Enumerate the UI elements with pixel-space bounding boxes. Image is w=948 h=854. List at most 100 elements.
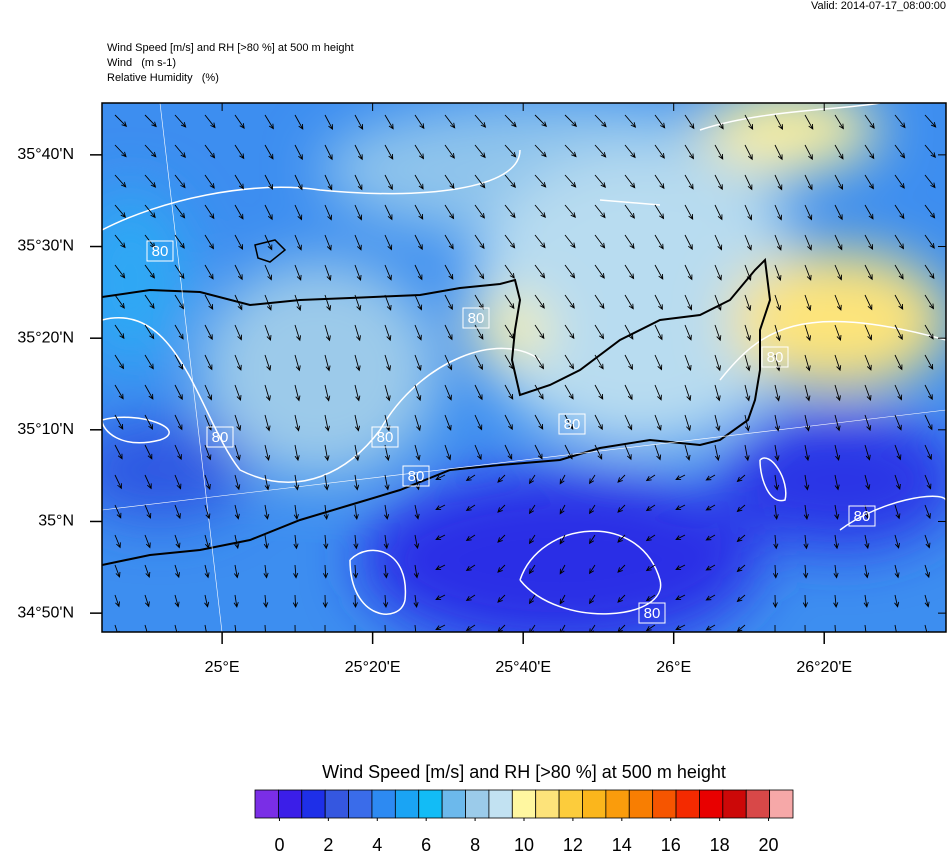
- wind-arrow: [864, 174, 874, 190]
- wind-arrow: [114, 414, 124, 430]
- wind-arrow: [624, 114, 637, 128]
- wind-arrow: [444, 384, 452, 401]
- wind-arrow: [894, 444, 902, 461]
- wind-arrow: [174, 174, 186, 189]
- contour-label-box: [402, 465, 430, 487]
- colorbar-box: [699, 789, 724, 819]
- wind-arrow: [444, 174, 455, 190]
- wind-arrow: [833, 624, 839, 632]
- lat-tick-label: 35°40'N: [17, 146, 74, 163]
- wind-arrow: [444, 444, 452, 461]
- wind-arrow: [774, 114, 784, 131]
- contour-label: 80: [152, 243, 169, 260]
- wind-arrow: [354, 414, 361, 432]
- wind-arrow: [444, 234, 454, 250]
- wind-arrow: [144, 144, 157, 158]
- wind-arrow: [744, 354, 751, 372]
- wind-arrow: [705, 474, 716, 481]
- wind-arrow: [294, 474, 300, 491]
- colorbar-box: [769, 789, 794, 819]
- wind-arrow: [645, 504, 656, 512]
- colorbar-tick-label: 0: [274, 835, 284, 854]
- wind-arrow: [744, 204, 753, 221]
- wind-arrow: [204, 294, 214, 310]
- wind-arrow: [559, 504, 566, 515]
- wind-arrow: [714, 174, 723, 191]
- colorbar-box: [348, 789, 373, 819]
- wind-arrow: [354, 264, 362, 281]
- lon-tick-label: 26°E: [656, 659, 691, 676]
- wind-arrow: [504, 384, 514, 400]
- wind-arrow: [772, 594, 778, 609]
- wind-arrow: [894, 474, 901, 490]
- wind-arrow: [114, 324, 125, 340]
- wind-arrow: [774, 204, 782, 221]
- wind-arrow: [174, 414, 183, 431]
- wind-arrow: [474, 294, 484, 310]
- colorbar-box: [675, 789, 700, 819]
- contour-label-box: [371, 426, 399, 448]
- wind-arrow: [294, 384, 301, 402]
- wind-arrow: [414, 444, 421, 461]
- wind-arrow: [465, 534, 476, 542]
- colorbar-tick-label: 14: [612, 835, 632, 854]
- wind-arrow: [803, 534, 809, 550]
- wind-arrow: [414, 504, 420, 520]
- wind-arrow: [714, 264, 722, 281]
- wind-arrow: [294, 294, 302, 312]
- wind-arrow: [624, 234, 635, 250]
- wind-arrow: [263, 534, 269, 550]
- wind-arrow: [474, 174, 486, 189]
- wind-arrow: [864, 354, 872, 371]
- wind-arrow: [833, 594, 839, 609]
- wind-arrow: [534, 294, 545, 309]
- colorbar-box: [745, 789, 771, 819]
- wind-arrow: [864, 204, 874, 220]
- wind-arrow: [504, 174, 517, 189]
- wind-arrow: [654, 204, 665, 220]
- wind-arrow: [383, 624, 388, 632]
- colorbar-box: [324, 789, 349, 819]
- wind-arrow: [924, 264, 935, 280]
- wind-arrow: [263, 594, 269, 609]
- wind-arrow: [864, 264, 873, 281]
- wind-arrow: [474, 114, 487, 128]
- wind-arrow: [894, 144, 906, 159]
- wind-arrow: [588, 594, 596, 605]
- wind-arrow: [773, 474, 780, 491]
- wind-arrow: [144, 264, 156, 279]
- wind-arrow: [744, 384, 751, 402]
- wind-arrow: [684, 114, 695, 130]
- lat-tick-label: 35°30'N: [17, 238, 74, 255]
- wind-arrow: [444, 354, 453, 371]
- wind-arrow: [564, 114, 578, 128]
- wind-arrow: [497, 504, 506, 513]
- wind-arrow: [414, 204, 424, 220]
- wind-arrow: [564, 234, 576, 249]
- wind-arrow: [174, 444, 182, 461]
- wind-arrow: [744, 294, 752, 312]
- wind-arrow: [144, 324, 155, 340]
- wind-arrow: [774, 384, 781, 402]
- colorbar-tick-label: 12: [563, 835, 583, 854]
- wind-arrow: [834, 384, 841, 402]
- wind-arrow: [594, 144, 607, 158]
- wind-arrow: [474, 264, 485, 280]
- wind-arrow: [414, 324, 422, 341]
- wind-arrow: [504, 144, 517, 158]
- wind-arrow: [564, 324, 575, 340]
- wind-arrow: [588, 504, 596, 515]
- wind-arrow: [414, 144, 425, 160]
- wind-arrow: [234, 414, 242, 432]
- wind-arrow: [353, 534, 359, 550]
- wind-arrow: [894, 264, 904, 280]
- wind-arrow: [594, 414, 603, 431]
- wind-arrow: [645, 624, 656, 632]
- wind-arrow: [624, 144, 636, 159]
- wind-arrow: [624, 444, 632, 461]
- wind-arrow: [264, 204, 273, 221]
- wind-arrow: [323, 534, 329, 550]
- wind-arrow: [114, 144, 127, 158]
- wind-arrow: [834, 264, 843, 281]
- contour-label: 80: [644, 605, 661, 622]
